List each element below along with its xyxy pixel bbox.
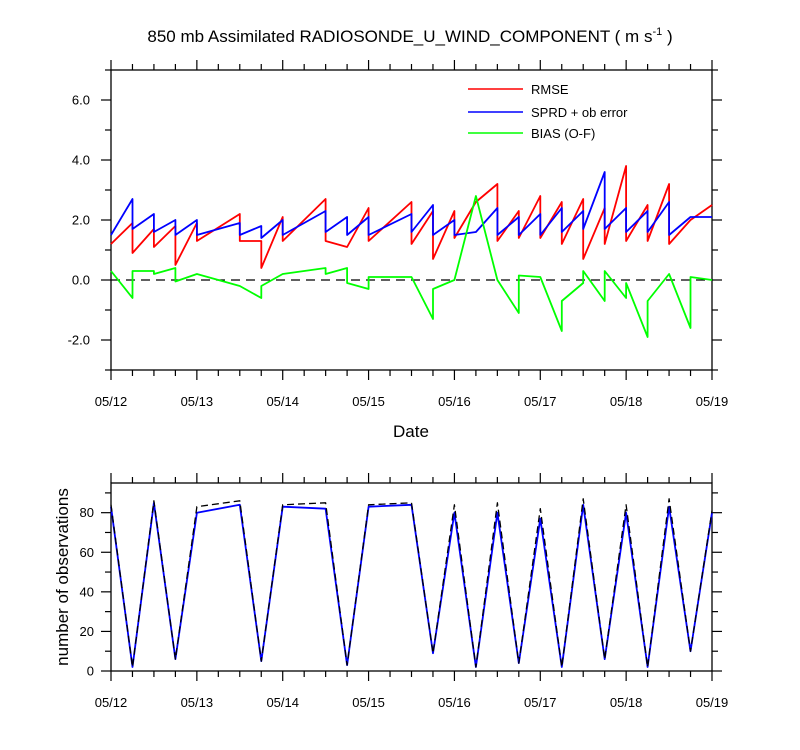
bottom-series-total xyxy=(110,498,713,668)
bottom-xtick-label: 05/17 xyxy=(524,695,557,710)
bottom-ytick-label: 60 xyxy=(80,545,94,560)
top-xtick-label: 05/18 xyxy=(610,394,643,409)
top-xtick-label: 05/16 xyxy=(438,394,471,409)
top-xtick-label: 05/15 xyxy=(352,394,385,409)
top-ytick-label: 2.0 xyxy=(72,213,90,228)
top-xtick-label: 05/14 xyxy=(266,394,299,409)
top-ytick-label: 0.0 xyxy=(72,273,90,288)
legend-label-bias: BIAS (O-F) xyxy=(531,126,595,141)
top-ytick-label: -2.0 xyxy=(68,333,90,348)
bottom-ytick-label: 20 xyxy=(80,624,94,639)
bottom-xtick-label: 05/14 xyxy=(266,695,299,710)
top-xaxis-title: Date xyxy=(393,422,429,441)
top-xtick-label: 05/17 xyxy=(524,394,557,409)
bottom-yaxis-title: number of observations xyxy=(53,488,72,666)
top-series-bias-o-f xyxy=(110,195,713,338)
top-ytick-label: 4.0 xyxy=(72,153,90,168)
bottom-panel: 05/12 05/13 05/14 05/15 05/16 05/17 05/18 05/19… xyxy=(80,473,729,710)
bottom-xtick-label: 05/13 xyxy=(181,695,214,710)
bottom-xtick-label: 05/19 xyxy=(696,695,729,710)
bottom-xtick-label: 05/12 xyxy=(95,695,128,710)
chart-title: 850 mb Assimilated RADIOSONDE_U_WIND_COM… xyxy=(147,26,672,46)
legend: RMSE SPRD + ob error BIAS (O-F) xyxy=(468,82,628,141)
top-xtick-label: 05/12 xyxy=(95,394,128,409)
top-series-sprd-ob-error xyxy=(110,171,712,239)
bottom-xtick-label: 05/18 xyxy=(610,695,643,710)
legend-label-rmse: RMSE xyxy=(531,82,569,97)
bottom-series-assimilated xyxy=(110,501,713,668)
bottom-ytick-label: 0 xyxy=(87,664,94,679)
bottom-ytick-label: 40 xyxy=(80,584,94,599)
bottom-xtick-label: 05/16 xyxy=(438,695,471,710)
legend-label-sprd: SPRD + ob error xyxy=(531,105,628,120)
top-ytick-label: 6.0 xyxy=(72,93,90,108)
bottom-xtick-label: 05/15 xyxy=(352,695,385,710)
chart-title-end: ) xyxy=(662,27,672,46)
top-xtick-label: 05/19 xyxy=(696,394,729,409)
top-panel: 05/12 05/13 05/14 05/15 05/16 05/17 05/18 05/19… xyxy=(68,60,729,409)
top-xtick-label: 05/13 xyxy=(181,394,214,409)
bottom-ytick-label: 80 xyxy=(80,505,94,520)
chart-title-superscript: -1 xyxy=(652,26,662,38)
